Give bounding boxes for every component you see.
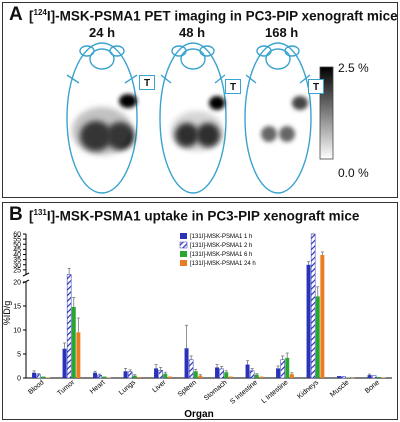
panel-b-title: [131I]-MSK-PSMA1 uptake in PC3-PIP xenog…: [29, 208, 359, 224]
tumor-marker-168h: T: [308, 79, 324, 94]
mouse-168h: [244, 42, 312, 194]
scale-min-label: 0.0 %: [338, 166, 369, 180]
pet-images: [66, 42, 334, 194]
scale-max-label: 2.5 %: [338, 61, 369, 75]
pet-uptake-24h: [72, 94, 137, 155]
panel-a-title-isotope: 124: [33, 8, 47, 17]
panel-b-title-isotope: 131: [33, 208, 47, 217]
timepoint-label-3: 168 h: [265, 25, 299, 40]
pet-uptake-48h: [171, 96, 225, 151]
panel-a-title-prefix: [: [29, 8, 34, 24]
panel-b-label: B: [9, 204, 23, 225]
panel-b-title-text: I]-MSK-PSMA1 uptake in PC3-PIP xenograft…: [46, 208, 360, 224]
tumor-marker-48h: T: [225, 79, 241, 94]
panel-a-pet-imaging: A [124I]-MSK-PSMA1 PET imaging in PC3-PI…: [2, 2, 398, 198]
mouse-24h: [66, 42, 138, 194]
tumor-marker-24h: T: [139, 75, 155, 90]
pet-uptake-168h: [261, 96, 308, 142]
panel-a-label: A: [9, 4, 23, 25]
panel-b-title-prefix: [: [29, 208, 34, 224]
timepoint-label-1: 24 h: [89, 25, 116, 40]
panel-b-biodistribution: B [131I]-MSK-PSMA1 uptake in PC3-PIP xen…: [2, 202, 398, 420]
timepoint-label-2: 48 h: [179, 25, 206, 40]
panel-a-title: [124I]-MSK-PSMA1 PET imaging in PC3-PIP …: [29, 8, 398, 24]
panel-a-title-text: I]-MSK-PSMA1 PET imaging in PC3-PIP xeno…: [46, 8, 398, 24]
mouse-48h: [159, 42, 227, 194]
